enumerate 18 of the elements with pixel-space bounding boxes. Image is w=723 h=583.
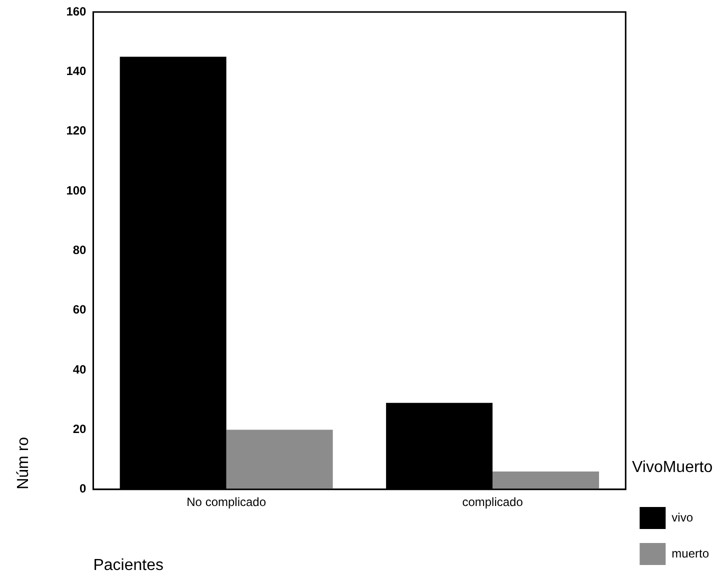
- bar: [226, 430, 333, 490]
- y-axis-title: Núm ro: [15, 436, 32, 490]
- y-tick-label: 0: [80, 482, 87, 496]
- x-axis-title: Pacientes: [93, 556, 164, 574]
- x-tick-label: No complicado: [186, 494, 266, 509]
- y-tick-label: 40: [72, 362, 87, 376]
- y-tick-label: 100: [66, 183, 87, 198]
- y-tick-label: 120: [66, 124, 87, 138]
- y-tick-label: 140: [66, 64, 87, 78]
- x-tick-label: complicado: [462, 494, 524, 509]
- bar: [492, 472, 600, 490]
- y-tick-label: 160: [66, 4, 87, 18]
- legend-label: muerto: [672, 546, 710, 560]
- y-tick-label: 20: [72, 422, 87, 436]
- legend-label: vivo: [672, 510, 694, 524]
- y-tick-label: 80: [72, 243, 87, 258]
- legend-title: VivoMuerto: [632, 459, 713, 476]
- y-tick-label: 60: [72, 302, 87, 317]
